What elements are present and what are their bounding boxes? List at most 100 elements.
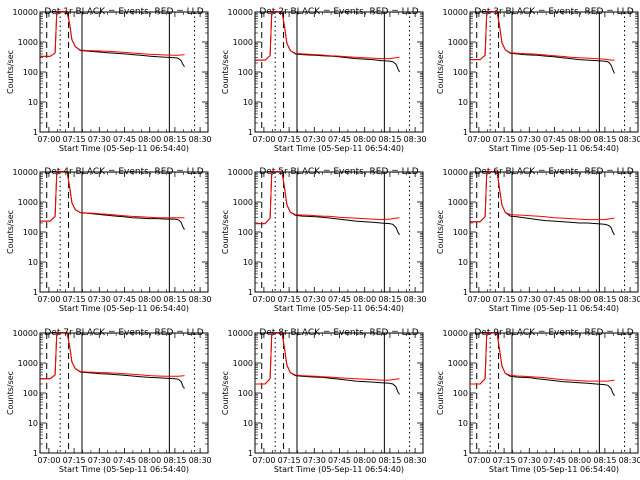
x-tick-label: 07:15: [493, 456, 516, 465]
y-axis-label: Counts/sec: [6, 371, 15, 415]
x-tick-label: 07:00: [467, 135, 490, 144]
series-line-lld: [255, 171, 400, 225]
y-tick-label: 10: [28, 258, 38, 267]
x-tick-label: 08:15: [163, 295, 186, 304]
x-tick-label: 07:00: [467, 295, 490, 304]
x-tick-label: 07:00: [252, 135, 275, 144]
panel-title: Det 6r BLACK = Events, RED = LLD: [474, 167, 633, 177]
y-tick-label: 100: [238, 389, 253, 398]
y-tick-label: 1: [463, 128, 468, 137]
y-tick-label: 10000: [443, 329, 468, 338]
x-axis-label: Start Time (05-Sep-11 06:54:40): [59, 465, 189, 474]
plot-frame: [254, 332, 424, 454]
series-line-lld: [40, 11, 185, 57]
y-tick-label: 1: [248, 128, 253, 137]
x-tick-label: 08:30: [619, 295, 640, 304]
x-tick-label: 07:15: [278, 135, 301, 144]
x-tick-label: 08:00: [353, 295, 376, 304]
y-tick-label: 100: [453, 68, 468, 77]
panel-title: Det 3r BLACK = Events, RED = LLD: [474, 7, 633, 17]
y-tick-label: 100: [238, 228, 253, 237]
y-axis-label: Counts/sec: [221, 210, 230, 254]
y-tick-label: 1: [248, 288, 253, 297]
x-tick-label: 08:15: [593, 295, 616, 304]
x-tick-label: 07:45: [113, 135, 136, 144]
x-tick-label: 07:00: [37, 295, 60, 304]
x-axis-label: Start Time (05-Sep-11 06:54:40): [274, 304, 404, 313]
y-tick-label: 1: [248, 449, 253, 458]
x-tick-label: 07:15: [493, 295, 516, 304]
y-tick-label: 1: [463, 449, 468, 458]
detector-panel: 1 10 100 1000 10000 07:00 07:15 07:30 07:45 08:00…: [6, 7, 212, 153]
y-tick-label: 100: [453, 389, 468, 398]
x-tick-label: 07:15: [63, 456, 86, 465]
panel-title: Det 9r BLACK = Events, RED = LLD: [474, 328, 633, 338]
y-tick-label: 10000: [13, 329, 38, 338]
x-axis-label: Start Time (05-Sep-11 06:54:40): [274, 144, 404, 153]
x-tick-label: 07:45: [543, 456, 566, 465]
x-tick-label: 07:30: [88, 456, 111, 465]
x-axis-label: Start Time (05-Sep-11 06:54:40): [274, 465, 404, 474]
x-tick-label: 07:30: [88, 135, 111, 144]
y-axis-label: Counts/sec: [6, 210, 15, 254]
x-tick-label: 07:30: [303, 456, 326, 465]
y-tick-label: 10000: [228, 329, 253, 338]
detector-panel: 1 10 100 1000 10000 07:00 07:15 07:30 07:45 08:00…: [221, 7, 427, 153]
x-tick-label: 08:00: [138, 295, 161, 304]
x-tick-label: 08:15: [378, 295, 401, 304]
y-tick-label: 1000: [18, 198, 38, 207]
x-tick-label: 07:45: [328, 456, 351, 465]
x-tick-label: 07:30: [303, 135, 326, 144]
y-tick-label: 10: [243, 258, 253, 267]
y-tick-label: 100: [23, 389, 38, 398]
series-line-events: [255, 332, 400, 395]
x-tick-label: 08:00: [568, 295, 591, 304]
y-tick-label: 10000: [443, 8, 468, 17]
x-tick-label: 08:30: [404, 295, 427, 304]
y-tick-label: 1000: [233, 359, 253, 368]
x-axis-label: Start Time (05-Sep-11 06:54:40): [489, 144, 619, 153]
series-line-events: [40, 332, 185, 389]
x-tick-label: 07:30: [518, 456, 541, 465]
y-tick-label: 1000: [233, 38, 253, 47]
x-tick-label: 07:45: [113, 295, 136, 304]
y-tick-label: 10: [458, 419, 468, 428]
panel-title: Det 8r BLACK = Events, RED = LLD: [259, 328, 418, 338]
y-axis-label: Counts/sec: [436, 371, 445, 415]
y-tick-label: 10: [458, 258, 468, 267]
y-tick-label: 1: [463, 288, 468, 297]
series-line-events: [40, 11, 185, 67]
detector-panel: 1 10 100 1000 10000 07:00 07:15 07:30 07:45 08:00…: [436, 328, 640, 474]
x-tick-label: 07:00: [252, 456, 275, 465]
y-tick-label: 10000: [228, 8, 253, 17]
detector-panel: 1 10 100 1000 10000 07:00 07:15 07:30 07:45 08:00…: [436, 167, 640, 313]
y-axis-label: Counts/sec: [221, 50, 230, 94]
plot-frame: [254, 11, 424, 133]
x-axis-label: Start Time (05-Sep-11 06:54:40): [59, 144, 189, 153]
x-tick-label: 07:45: [328, 295, 351, 304]
x-tick-label: 07:45: [543, 295, 566, 304]
series-line-events: [40, 171, 185, 230]
x-tick-label: 08:30: [404, 456, 427, 465]
x-tick-label: 07:15: [63, 295, 86, 304]
y-tick-label: 10: [243, 98, 253, 107]
x-tick-label: 08:15: [163, 135, 186, 144]
x-tick-label: 08:30: [404, 135, 427, 144]
y-tick-label: 100: [23, 228, 38, 237]
y-tick-label: 1000: [448, 38, 468, 47]
x-tick-label: 07:00: [252, 295, 275, 304]
x-axis-label: Start Time (05-Sep-11 06:54:40): [59, 304, 189, 313]
x-tick-label: 07:15: [493, 135, 516, 144]
x-tick-label: 07:45: [113, 456, 136, 465]
x-tick-label: 08:00: [138, 456, 161, 465]
y-tick-label: 10000: [228, 168, 253, 177]
y-tick-label: 1000: [18, 359, 38, 368]
x-tick-label: 08:15: [378, 456, 401, 465]
x-tick-label: 07:15: [278, 295, 301, 304]
x-tick-label: 07:30: [88, 295, 111, 304]
series-line-lld: [255, 11, 400, 61]
series-line-events: [470, 171, 615, 236]
y-tick-label: 10000: [13, 8, 38, 17]
x-tick-label: 07:15: [278, 456, 301, 465]
y-tick-label: 1000: [233, 198, 253, 207]
